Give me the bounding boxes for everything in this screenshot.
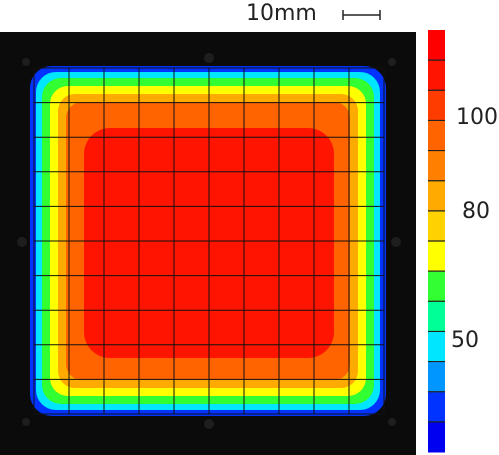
mount-hole: [204, 419, 214, 429]
colorbar-band: [428, 180, 445, 212]
colorbar-tick-label: 50: [451, 328, 479, 353]
colorbar-band: [428, 391, 445, 423]
colorbar-band: [428, 271, 445, 302]
mount-hole: [22, 58, 30, 66]
mount-hole: [17, 237, 27, 247]
colorbar-band: [428, 120, 445, 152]
colorbar-band: [428, 241, 445, 272]
colorbar-band: [428, 210, 445, 242]
colorbar-band: [428, 331, 445, 363]
colorbar-tick-label: 100: [456, 105, 498, 130]
colorbar-bands: [428, 30, 445, 453]
colorbar-band: [428, 90, 445, 121]
colorbar-band: [428, 150, 445, 182]
mount-hole: [388, 58, 396, 66]
colorbar-tick-label: 80: [462, 199, 490, 224]
heatmap-panel: [0, 32, 416, 455]
colorbar-band: [428, 30, 445, 61]
colorbar-band: [428, 60, 445, 91]
mount-hole: [388, 418, 396, 426]
mount-hole: [391, 237, 401, 247]
scale-bar: 10mm: [246, 1, 381, 26]
mount-holes: [17, 53, 401, 429]
colorbar-band: [428, 421, 445, 453]
mount-hole: [204, 53, 214, 63]
colorbar-band: [428, 361, 445, 393]
colorbar: 100 80 50: [428, 30, 498, 453]
heatmap-grid: [33, 67, 385, 415]
colorbar-band: [428, 301, 445, 332]
colorbar-ticks: [428, 59, 445, 423]
mount-hole: [22, 418, 30, 426]
scale-bar-label: 10mm: [246, 1, 317, 26]
